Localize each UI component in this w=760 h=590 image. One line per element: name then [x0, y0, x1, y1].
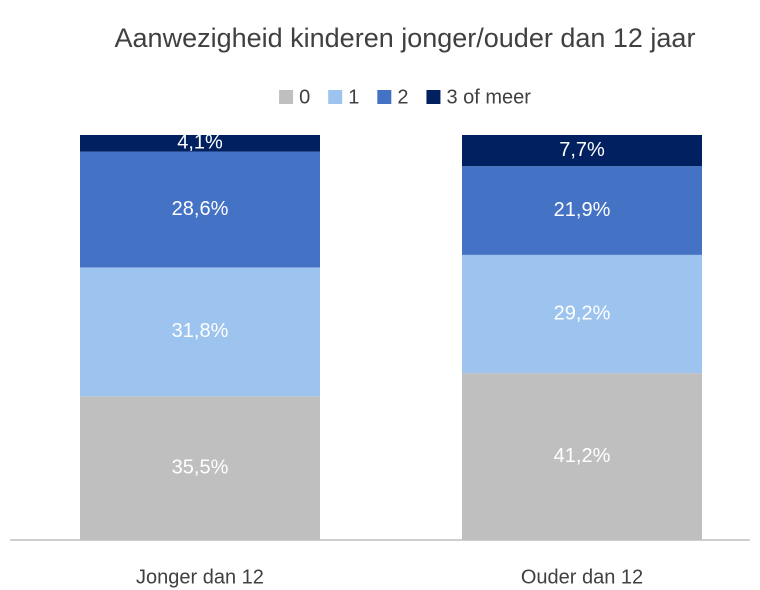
legend-label: 3 of meer	[446, 86, 531, 108]
legend: 0 1 2 3 of meer	[279, 86, 531, 108]
data-label: 35,5%	[172, 456, 229, 478]
legend-label: 0	[299, 86, 310, 108]
data-label: 41,2%	[554, 445, 611, 467]
legend-swatch	[279, 90, 294, 104]
bar-segment	[80, 267, 320, 397]
data-label: 7,7%	[559, 139, 605, 161]
legend-swatch	[426, 90, 441, 104]
legend-label: 2	[397, 86, 408, 108]
x-tick-label: Jonger dan 12	[136, 566, 264, 588]
bar-segment	[80, 151, 320, 268]
bar-segment	[462, 373, 702, 540]
legend-swatch	[377, 90, 392, 104]
bar-segment	[80, 135, 320, 152]
data-label: 28,6%	[172, 198, 229, 220]
data-label: 31,8%	[172, 320, 229, 342]
data-label: 29,2%	[554, 302, 611, 324]
data-label: 4,1%	[177, 132, 223, 154]
data-label: 21,9%	[554, 199, 611, 221]
legend-label: 1	[348, 86, 359, 108]
bar-segment	[80, 396, 320, 540]
x-tick-label: Ouder dan 12	[521, 566, 643, 588]
bar-segment	[462, 254, 702, 374]
bar-segment	[462, 135, 702, 167]
bar-segment	[462, 166, 702, 255]
legend-swatch	[328, 90, 343, 104]
chart-title: Aanwezigheid kinderen jonger/ouder dan 1…	[115, 23, 696, 53]
